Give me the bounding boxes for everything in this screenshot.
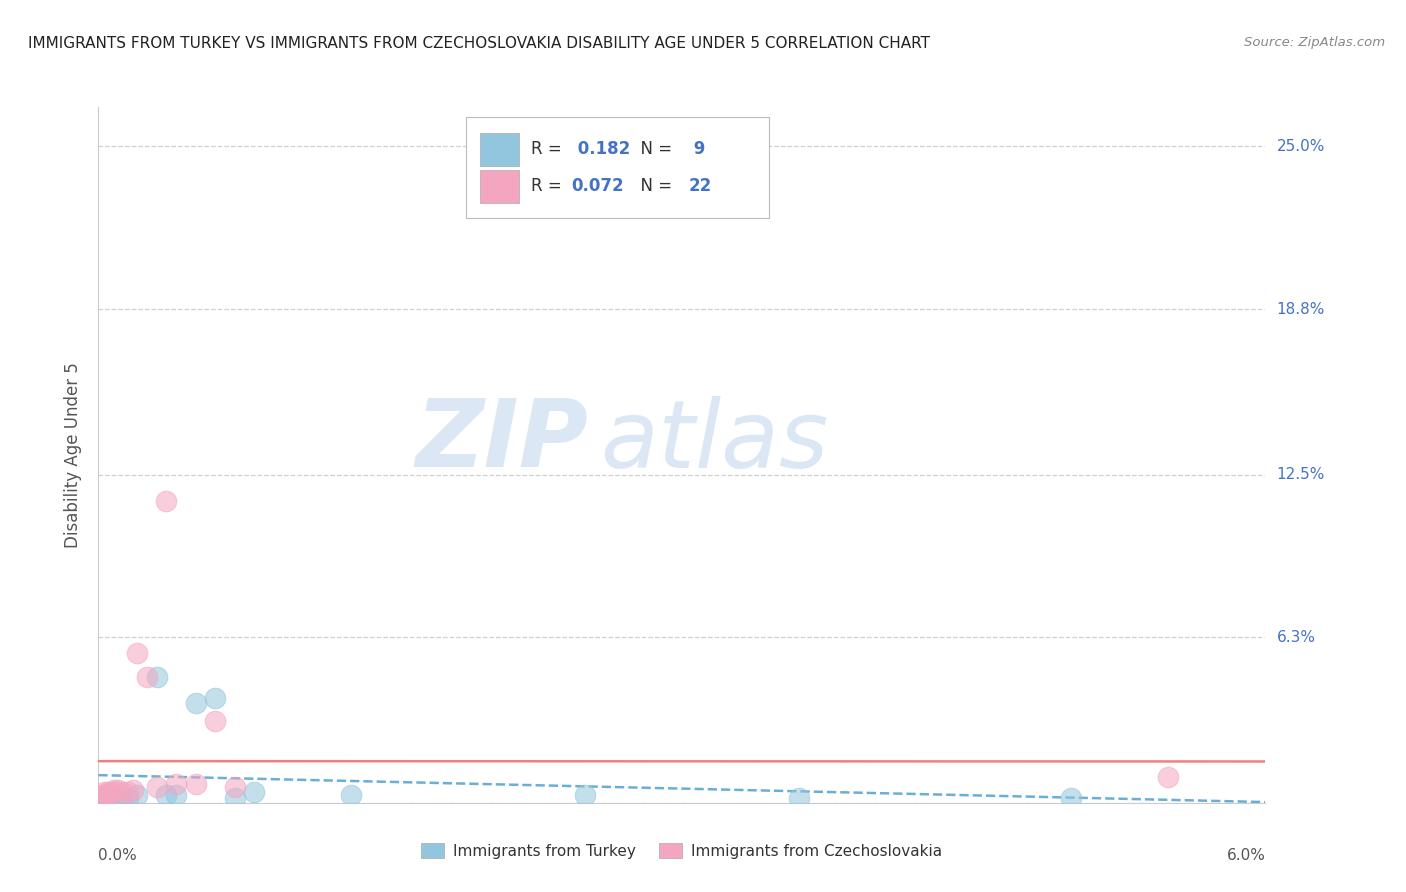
Point (165, 788, 187, 802)
Point (574, 788, 596, 802)
Point (117, 790, 139, 805)
Point (184, 696, 207, 710)
Point (136, 670, 159, 684)
Text: R =: R = (531, 178, 567, 195)
Text: N =: N = (630, 178, 678, 195)
Point (111, 790, 134, 805)
Text: Source: ZipAtlas.com: Source: ZipAtlas.com (1244, 36, 1385, 49)
FancyBboxPatch shape (479, 133, 519, 166)
Text: 22: 22 (689, 178, 711, 195)
Point (103, 782, 125, 797)
FancyBboxPatch shape (465, 118, 769, 219)
Point (184, 777, 207, 791)
Point (122, 782, 145, 797)
Text: R =: R = (531, 140, 567, 159)
Point (111, 785, 134, 799)
Text: 0.0%: 0.0% (98, 848, 138, 863)
Point (340, 788, 363, 802)
Text: 6.0%: 6.0% (1226, 848, 1265, 863)
Point (204, 714, 226, 729)
Point (107, 793, 129, 807)
Text: 0.182: 0.182 (572, 140, 630, 159)
Point (1060, 790, 1083, 805)
Point (98, 788, 121, 802)
Text: atlas: atlas (600, 395, 828, 486)
Point (787, 790, 810, 805)
Point (127, 788, 149, 802)
Point (243, 785, 266, 799)
Point (101, 785, 124, 799)
Text: 9: 9 (689, 140, 706, 159)
Point (97, 793, 120, 807)
Text: 18.8%: 18.8% (1277, 301, 1324, 317)
Text: 12.5%: 12.5% (1277, 467, 1324, 482)
Point (224, 790, 246, 805)
Legend: Immigrants from Turkey, Immigrants from Czechoslovakia: Immigrants from Turkey, Immigrants from … (415, 837, 949, 864)
Point (93, 785, 115, 799)
Point (127, 646, 149, 660)
Point (117, 785, 139, 799)
Point (1157, 770, 1180, 784)
Point (101, 790, 124, 805)
Point (204, 690, 226, 705)
Point (107, 782, 129, 797)
Text: IMMIGRANTS FROM TURKEY VS IMMIGRANTS FROM CZECHOSLOVAKIA DISABILITY AGE UNDER 5 : IMMIGRANTS FROM TURKEY VS IMMIGRANTS FRO… (28, 36, 931, 51)
Point (155, 788, 177, 802)
Point (97, 785, 120, 799)
Point (89, 790, 111, 805)
Point (91, 790, 114, 805)
Point (96, 788, 118, 802)
Text: 25.0%: 25.0% (1277, 139, 1324, 154)
Point (91, 788, 114, 802)
Point (146, 780, 169, 794)
Text: 0.072: 0.072 (572, 178, 624, 195)
FancyBboxPatch shape (479, 169, 519, 203)
Y-axis label: Disability Age Under 5: Disability Age Under 5 (65, 362, 83, 548)
Text: N =: N = (630, 140, 678, 159)
Point (155, 494, 177, 508)
Point (146, 670, 169, 684)
Point (224, 780, 246, 794)
Text: ZIP: ZIP (416, 395, 589, 487)
Text: 6.3%: 6.3% (1277, 630, 1316, 645)
Point (165, 777, 187, 791)
